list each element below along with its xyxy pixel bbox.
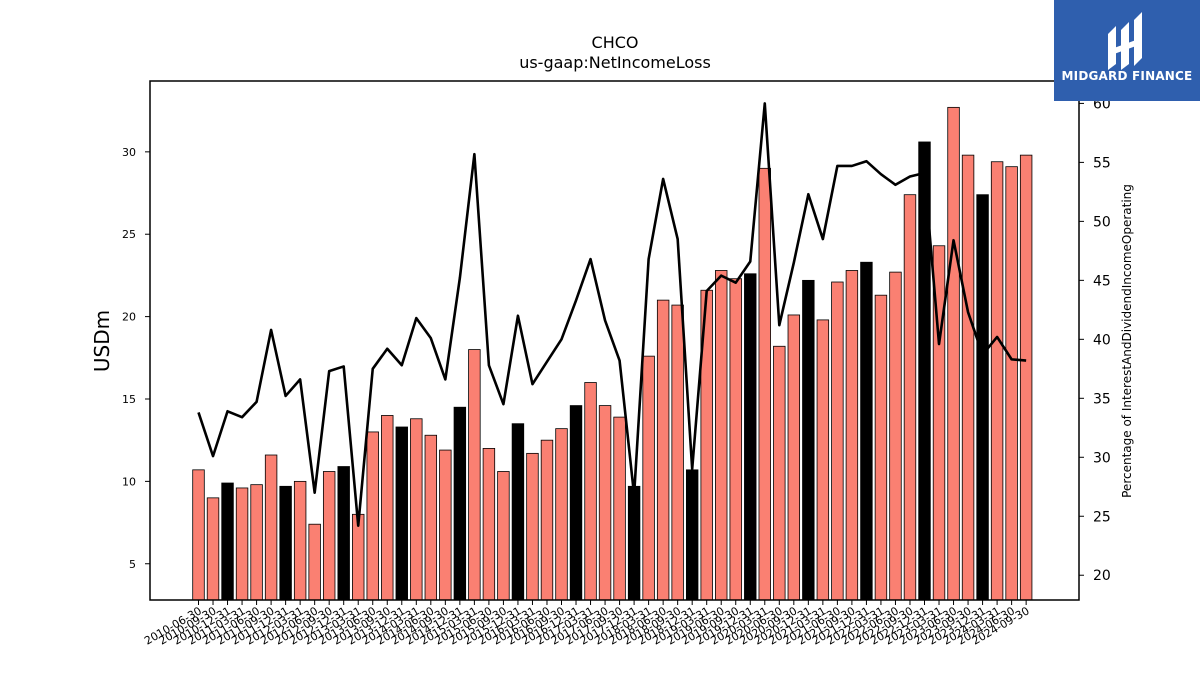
bar xyxy=(816,319,830,601)
bar xyxy=(671,304,684,601)
chart-subtitle: us-gaap:NetIncomeLoss xyxy=(519,53,711,72)
bar xyxy=(235,487,249,601)
bar xyxy=(598,405,612,601)
bar xyxy=(627,485,641,601)
line-series xyxy=(197,102,1027,527)
y-tick-label: 25 xyxy=(122,228,136,241)
bar xyxy=(773,345,786,601)
bar xyxy=(250,484,263,601)
bar xyxy=(613,416,626,601)
y2-tick-label: 50 xyxy=(1093,214,1111,230)
bar xyxy=(903,194,917,601)
bar xyxy=(874,294,888,601)
bar xyxy=(453,406,467,601)
bar xyxy=(1005,166,1018,601)
bar xyxy=(424,434,438,601)
chart-title: CHCO xyxy=(592,33,639,52)
brand-logo: MIDGARD FINANCE xyxy=(1054,0,1200,101)
bar xyxy=(322,471,336,601)
bar xyxy=(192,469,205,601)
bar xyxy=(381,415,394,601)
bar xyxy=(540,439,554,601)
y-tick-label: 20 xyxy=(122,311,136,324)
bar xyxy=(990,161,1004,601)
bar xyxy=(497,471,510,601)
bar xyxy=(656,299,670,601)
bar-series xyxy=(192,106,1033,601)
bar xyxy=(206,497,220,601)
bar xyxy=(715,270,728,601)
bar xyxy=(976,194,989,601)
bar xyxy=(337,466,350,601)
bar xyxy=(526,452,539,601)
bar xyxy=(482,448,496,601)
bar xyxy=(729,278,742,601)
bar xyxy=(845,270,859,601)
bar xyxy=(961,154,975,601)
logo-mark-icon xyxy=(1108,12,1142,70)
bar xyxy=(787,314,801,601)
y2-tick-label: 30 xyxy=(1093,450,1111,466)
y-tick-label: 10 xyxy=(122,475,136,488)
plot-frame xyxy=(149,80,1080,601)
bar xyxy=(947,106,960,601)
y2-tick-label: 40 xyxy=(1093,332,1111,348)
y2-tick-label: 20 xyxy=(1093,568,1111,584)
bar xyxy=(264,454,278,601)
brand-name: MIDGARD FINANCE xyxy=(1061,69,1193,83)
bar xyxy=(642,355,655,601)
bar xyxy=(802,279,815,601)
y-tick-label: 5 xyxy=(129,558,136,571)
bar xyxy=(831,281,844,601)
y2-tick-label: 25 xyxy=(1093,509,1111,525)
bar xyxy=(293,480,307,601)
bar xyxy=(860,261,873,601)
bar xyxy=(308,523,321,601)
bar xyxy=(221,482,234,601)
left-axis: 5 10 15 20 25 30 xyxy=(122,146,150,571)
bar xyxy=(555,428,568,601)
bar xyxy=(511,423,525,601)
bar xyxy=(439,449,452,601)
bar xyxy=(352,513,365,601)
y2-tick-label: 45 xyxy=(1093,273,1111,289)
bar xyxy=(1019,154,1033,601)
bar xyxy=(744,273,757,601)
bar xyxy=(889,271,902,601)
bar xyxy=(685,469,699,601)
bar xyxy=(395,426,408,601)
line-path xyxy=(197,102,1027,527)
y-tick-label: 30 xyxy=(122,146,136,159)
bar xyxy=(468,349,481,601)
bar xyxy=(410,418,423,601)
bar xyxy=(584,382,597,601)
y2-tick-label: 35 xyxy=(1093,391,1111,407)
bar xyxy=(569,405,583,601)
bar xyxy=(758,167,771,601)
bar xyxy=(279,485,292,601)
bar xyxy=(366,431,379,601)
y2-axis-label: Percentage of InterestAndDividendIncomeO… xyxy=(1120,184,1134,498)
y2-tick-label: 55 xyxy=(1093,155,1111,171)
y-axis-label: USDm xyxy=(90,310,114,372)
y-tick-label: 15 xyxy=(122,393,136,406)
x-axis: 2010-06-302010-09-302010-12-312011-03-31… xyxy=(142,600,1032,648)
